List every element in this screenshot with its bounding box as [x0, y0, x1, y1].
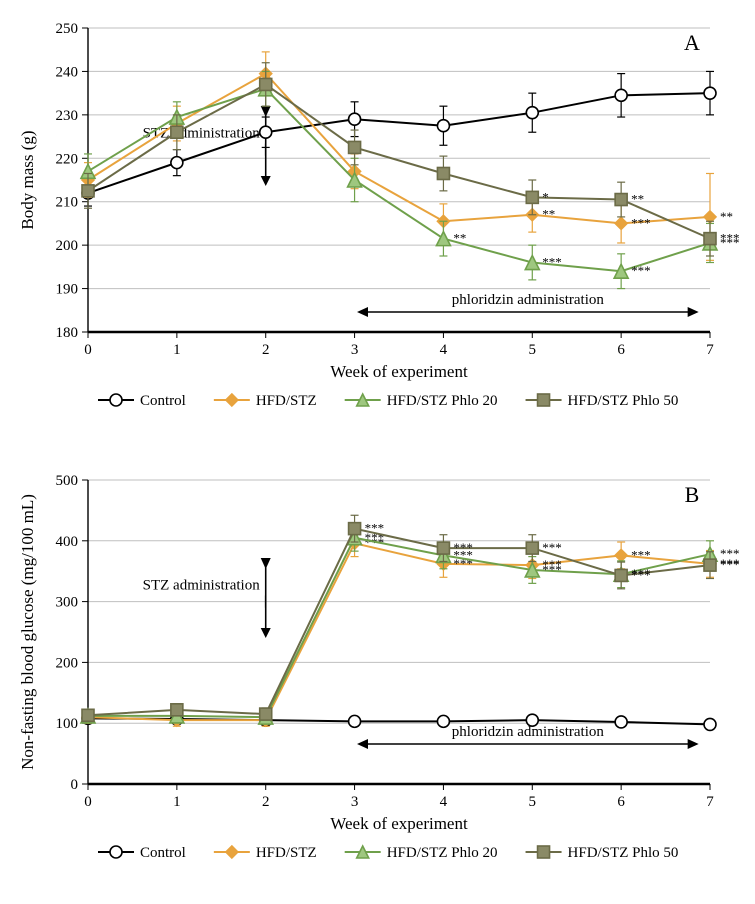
svg-text:HFD/STZ Phlo 50: HFD/STZ Phlo 50 [568, 845, 679, 861]
svg-text:**: ** [631, 192, 644, 207]
svg-text:240: 240 [56, 64, 79, 80]
svg-text:Week of experiment: Week of experiment [330, 814, 468, 833]
svg-text:***: *** [542, 540, 562, 555]
svg-text:4: 4 [440, 794, 448, 810]
svg-text:Week of experiment: Week of experiment [330, 362, 468, 381]
svg-text:3: 3 [351, 794, 359, 810]
svg-text:HFD/STZ Phlo 20: HFD/STZ Phlo 20 [387, 393, 498, 409]
svg-text:180: 180 [56, 325, 79, 341]
svg-text:***: *** [631, 263, 651, 278]
svg-text:phloridzin administration: phloridzin administration [452, 724, 605, 740]
svg-text:4: 4 [440, 342, 448, 358]
svg-text:210: 210 [56, 195, 79, 211]
svg-text:2: 2 [262, 342, 270, 358]
svg-text:HFD/STZ Phlo 50: HFD/STZ Phlo 50 [568, 393, 679, 409]
svg-text:500: 500 [56, 473, 79, 489]
svg-text:Non-fasting blood glucose (mg/: Non-fasting blood glucose (mg/100 mL) [18, 494, 37, 770]
svg-text:7: 7 [706, 794, 714, 810]
svg-text:***: *** [542, 562, 562, 577]
svg-text:220: 220 [56, 151, 79, 167]
svg-text:***: *** [453, 540, 473, 555]
svg-text:HFD/STZ: HFD/STZ [256, 845, 317, 861]
svg-text:6: 6 [617, 342, 625, 358]
svg-text:***: *** [720, 231, 740, 246]
svg-text:100: 100 [56, 716, 79, 732]
svg-text:5: 5 [529, 794, 537, 810]
svg-text:190: 190 [56, 282, 79, 298]
svg-text:200: 200 [56, 238, 79, 254]
svg-text:0: 0 [84, 342, 92, 358]
svg-text:Body mass (g): Body mass (g) [18, 130, 37, 229]
svg-text:A: A [684, 30, 700, 55]
svg-text:200: 200 [56, 655, 79, 671]
svg-text:6: 6 [617, 794, 625, 810]
svg-text:**: ** [720, 209, 733, 224]
svg-text:1: 1 [173, 794, 181, 810]
svg-text:phloridzin administration: phloridzin administration [452, 292, 605, 308]
svg-text:***: *** [631, 567, 651, 582]
svg-text:***: *** [631, 215, 651, 230]
svg-text:Control: Control [140, 845, 186, 861]
svg-text:*: * [542, 189, 549, 204]
svg-text:**: ** [453, 231, 466, 246]
svg-text:STZ administration: STZ administration [143, 578, 261, 594]
svg-text:HFD/STZ: HFD/STZ [256, 393, 317, 409]
svg-text:***: *** [720, 557, 740, 572]
figure-svg: 18019020021022023024025001234567STZ admi… [0, 0, 755, 904]
svg-text:230: 230 [56, 108, 79, 124]
svg-text:HFD/STZ Phlo 20: HFD/STZ Phlo 20 [387, 845, 498, 861]
svg-text:Control: Control [140, 393, 186, 409]
svg-text:**: ** [542, 207, 555, 222]
svg-text:0: 0 [71, 777, 79, 793]
svg-text:2: 2 [262, 794, 270, 810]
svg-text:5: 5 [529, 342, 537, 358]
svg-text:0: 0 [84, 794, 92, 810]
svg-text:***: *** [542, 255, 562, 270]
svg-text:400: 400 [56, 534, 79, 550]
svg-text:1: 1 [173, 342, 181, 358]
svg-text:7: 7 [706, 342, 714, 358]
svg-text:***: *** [365, 521, 385, 536]
svg-text:300: 300 [56, 595, 79, 611]
svg-text:B: B [685, 482, 700, 507]
svg-text:***: *** [631, 547, 651, 562]
svg-text:250: 250 [56, 21, 79, 37]
svg-text:3: 3 [351, 342, 359, 358]
